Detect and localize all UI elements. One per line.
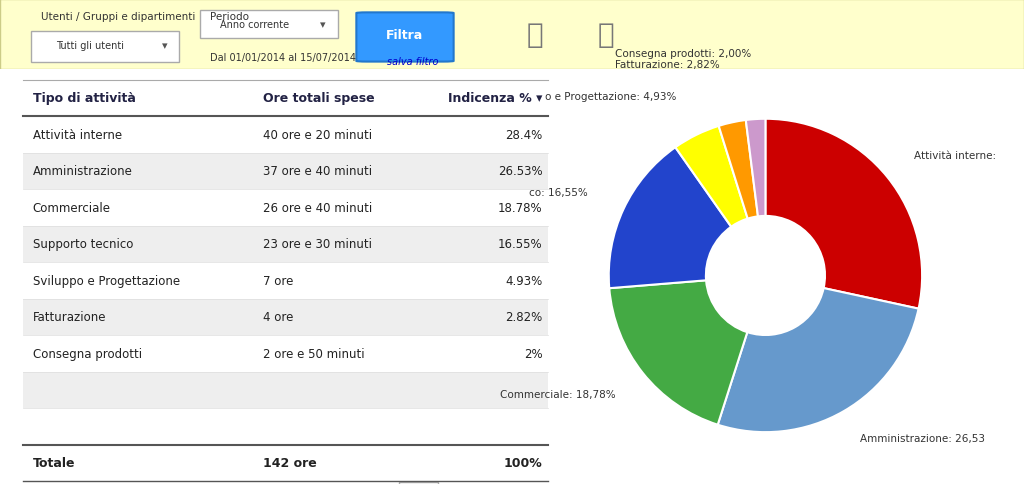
FancyBboxPatch shape — [200, 11, 338, 39]
Text: Amministrazione: Amministrazione — [33, 165, 133, 178]
Text: Amministrazione: 26,53: Amministrazione: 26,53 — [859, 433, 984, 443]
Text: 16.55%: 16.55% — [498, 238, 543, 251]
FancyBboxPatch shape — [399, 483, 438, 484]
Bar — [23, 190, 548, 226]
Text: Consegna prodotti: 2,00%: Consegna prodotti: 2,00% — [615, 49, 752, 59]
Text: Attività interne: Attività interne — [33, 129, 122, 142]
Bar — [23, 263, 548, 299]
Text: Consegna prodotti: Consegna prodotti — [33, 347, 142, 360]
Text: 🖨: 🖨 — [598, 21, 614, 49]
Text: salva filtro: salva filtro — [387, 57, 438, 67]
Text: 🖨: 🖨 — [526, 21, 543, 49]
Bar — [23, 226, 548, 263]
Text: Fatturazione: 2,82%: Fatturazione: 2,82% — [614, 60, 720, 70]
Text: Filtra: Filtra — [386, 29, 423, 42]
Text: Fatturazione: Fatturazione — [33, 311, 106, 324]
Wedge shape — [765, 120, 923, 309]
Bar — [507, 6, 563, 64]
Wedge shape — [745, 120, 766, 217]
Text: Sviluppo e Progettazione: Sviluppo e Progettazione — [33, 274, 180, 287]
Text: 7 ore: 7 ore — [263, 274, 294, 287]
Text: Anno corrente: Anno corrente — [220, 20, 290, 30]
Text: Dal 01/01/2014 al 15/07/2014: Dal 01/01/2014 al 15/07/2014 — [210, 53, 356, 62]
Wedge shape — [719, 121, 758, 219]
Text: 40 ore e 20 minuti: 40 ore e 20 minuti — [263, 129, 373, 142]
Text: Tipo di attività: Tipo di attività — [33, 92, 135, 105]
Bar — [23, 299, 548, 335]
Text: Tutti gli utenti: Tutti gli utenti — [56, 41, 124, 51]
FancyBboxPatch shape — [356, 14, 454, 62]
Bar — [23, 372, 548, 408]
Text: Ore totali spese: Ore totali spese — [263, 92, 375, 105]
Wedge shape — [718, 288, 919, 432]
Bar — [579, 6, 635, 64]
Text: 2 ore e 50 minuti: 2 ore e 50 minuti — [263, 347, 365, 360]
Text: Commerciale: 18,78%: Commerciale: 18,78% — [500, 390, 615, 400]
Wedge shape — [676, 127, 748, 227]
Text: ▾: ▾ — [162, 41, 167, 51]
Text: 142 ore: 142 ore — [263, 456, 316, 469]
Wedge shape — [609, 281, 748, 425]
Text: Supporto tecnico: Supporto tecnico — [33, 238, 133, 251]
Text: Totale: Totale — [33, 456, 76, 469]
Text: 26.53%: 26.53% — [498, 165, 543, 178]
Wedge shape — [608, 148, 731, 288]
Text: 100%: 100% — [504, 456, 543, 469]
Bar — [23, 80, 548, 117]
Text: 28.4%: 28.4% — [506, 129, 543, 142]
Bar — [23, 335, 548, 372]
Text: 4.93%: 4.93% — [506, 274, 543, 287]
Text: Utenti / Gruppi e dipartimenti: Utenti / Gruppi e dipartimenti — [41, 12, 196, 22]
Text: Indicenza % ▾: Indicenza % ▾ — [449, 92, 543, 105]
FancyBboxPatch shape — [31, 31, 179, 62]
Text: 23 ore e 30 minuti: 23 ore e 30 minuti — [263, 238, 372, 251]
Bar — [23, 153, 548, 190]
Text: Periodo: Periodo — [210, 12, 249, 22]
Text: 18.78%: 18.78% — [498, 201, 543, 214]
Text: o e Progettazione: 4,93%: o e Progettazione: 4,93% — [546, 91, 677, 101]
Text: 2%: 2% — [524, 347, 543, 360]
Text: Commerciale: Commerciale — [33, 201, 111, 214]
Text: Attività interne:: Attività interne: — [914, 151, 996, 161]
Bar — [23, 117, 548, 153]
Text: 4 ore: 4 ore — [263, 311, 294, 324]
Text: ▾: ▾ — [319, 20, 325, 30]
Text: co: 16,55%: co: 16,55% — [529, 188, 588, 198]
Text: 37 ore e 40 minuti: 37 ore e 40 minuti — [263, 165, 373, 178]
Text: 2.82%: 2.82% — [506, 311, 543, 324]
Text: 26 ore e 40 minuti: 26 ore e 40 minuti — [263, 201, 373, 214]
Bar — [23, 408, 548, 445]
